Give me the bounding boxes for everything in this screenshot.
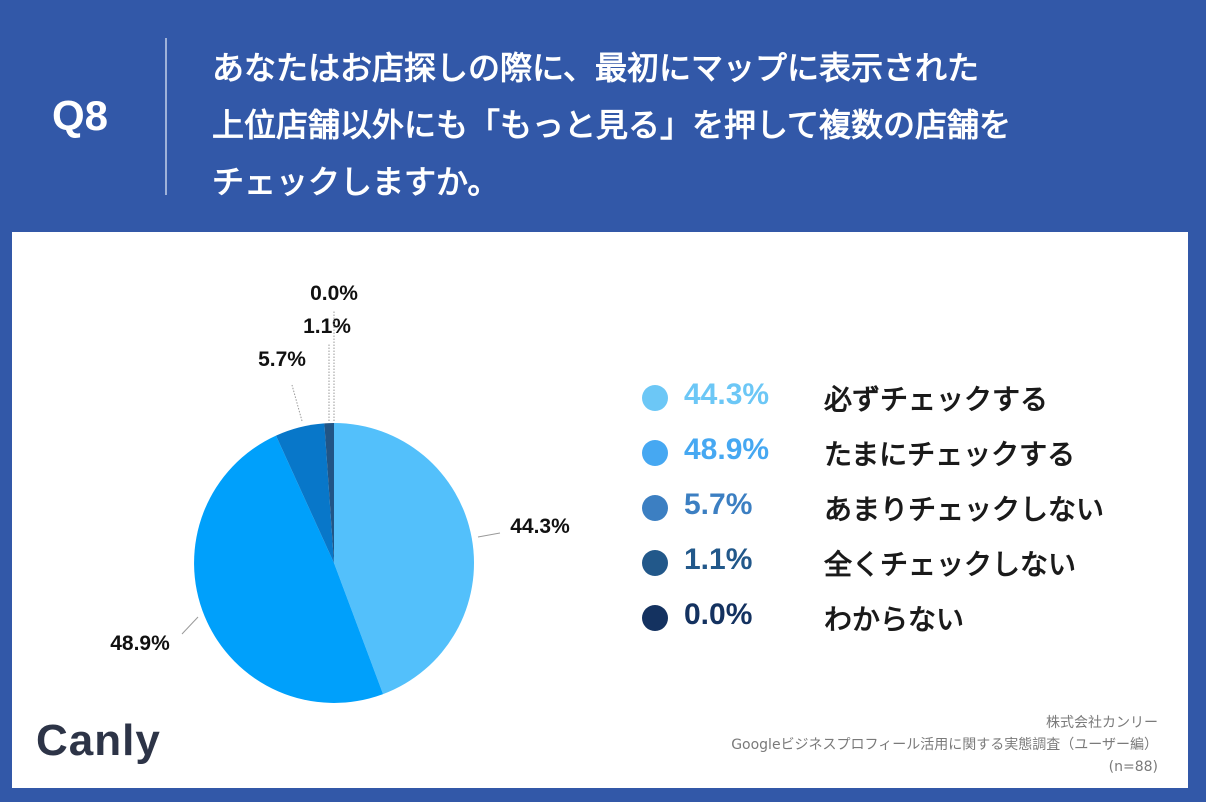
canly-logo: Canly	[36, 716, 161, 765]
legend-label-never: 全くチェックしない	[824, 548, 1077, 581]
source-survey: Googleビジネスプロフィール活用に関する実態調査（ユーザー編）	[731, 737, 1158, 753]
question-line-2: 上位店舗以外にも「もっと見る」を押して複数の店舗を	[212, 106, 1012, 144]
legend-dot-rarely	[642, 495, 668, 521]
source-note: 株式会社カンリー Googleビジネスプロフィール活用に関する実態調査（ユーザー…	[731, 712, 1158, 778]
legend-item-sometimes: 48.9% たまにチェックする	[640, 423, 1160, 471]
question-number: Q8	[52, 92, 109, 139]
legend-dot-always	[642, 385, 668, 411]
data-label-rarely: 5.7%	[258, 348, 306, 371]
header-banner: Q8 あなたはお店探しの際に、最初にマップに表示された 上位店舗以外にも「もっと…	[0, 0, 1206, 232]
data-label-sometimes: 48.9%	[110, 632, 170, 655]
legend-pct-sometimes: 48.9%	[684, 433, 770, 466]
source-company: 株式会社カンリー	[1046, 715, 1158, 731]
legend-item-always: 44.3% 必ずチェックする	[640, 368, 1160, 416]
legend-label-rarely: あまりチェックしない	[824, 493, 1105, 526]
data-label-never: 1.1%	[303, 315, 351, 338]
leader-line-always	[477, 532, 501, 538]
data-label-always: 44.3%	[510, 515, 570, 538]
pie-slice-never	[324, 423, 334, 563]
legend-item-never: 1.1% 全くチェックしない	[640, 533, 1160, 581]
legend-pct-unknown: 0.0%	[684, 598, 753, 631]
legend-pct-always: 44.3%	[684, 378, 770, 411]
legend-label-sometimes: たまにチェックする	[824, 438, 1076, 471]
legend-label-always: 必ずチェックする	[824, 383, 1049, 416]
header-divider	[165, 38, 167, 195]
question-line-3: チェックしますか。	[212, 163, 500, 201]
legend-dot-sometimes	[642, 440, 668, 466]
pie-slice-rarely	[275, 423, 334, 563]
legend-item-rarely: 5.7% あまりチェックしない	[640, 478, 1160, 526]
legend-dot-never	[642, 550, 668, 576]
legend-pct-rarely: 5.7%	[684, 488, 753, 521]
legend-label-unknown: わからない	[824, 603, 965, 636]
data-label-unknown: 0.0%	[310, 282, 358, 305]
leader-line-rarely	[291, 384, 303, 422]
leader-line-sometimes	[181, 616, 199, 635]
legend-pct-never: 1.1%	[684, 543, 753, 576]
pie-slice-always	[334, 423, 475, 695]
question-text: あなたはお店探しの際に、最初にマップに表示された 上位店舗以外にも「もっと見る」…	[212, 40, 1172, 211]
question-line-1: あなたはお店探しの際に、最初にマップに表示された	[212, 49, 980, 87]
legend-item-unknown: 0.0% わからない	[640, 588, 1160, 636]
legend-dot-unknown	[642, 605, 668, 631]
source-sample-size: (n=88)	[1108, 759, 1158, 775]
pie-slice-sometimes	[194, 435, 384, 703]
